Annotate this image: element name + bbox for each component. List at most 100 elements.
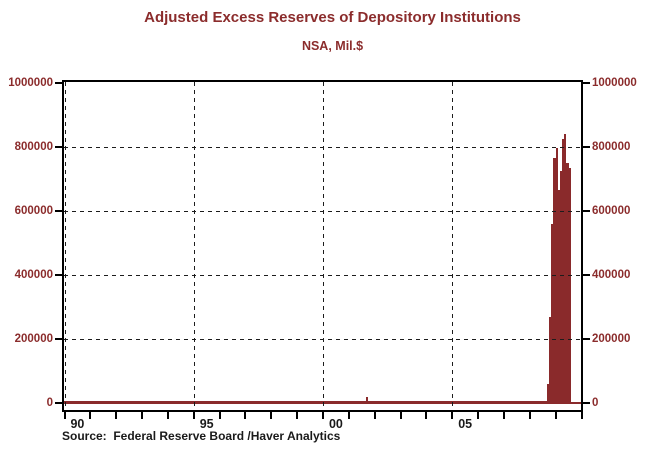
bar <box>564 133 567 403</box>
bar <box>318 401 321 403</box>
bar <box>200 401 203 403</box>
y-axis-tick-left <box>55 274 62 276</box>
bar <box>547 383 550 403</box>
bar <box>182 401 186 403</box>
bar <box>64 401 65 403</box>
bar <box>368 401 371 403</box>
bar <box>124 401 127 403</box>
bar <box>284 401 287 403</box>
bar <box>329 401 332 403</box>
bar <box>346 401 349 403</box>
bar <box>424 401 427 403</box>
bar <box>266 401 270 403</box>
bar <box>426 401 429 403</box>
bar <box>333 401 336 403</box>
bar <box>398 401 401 403</box>
y-axis-tick-left <box>55 82 62 84</box>
bar <box>516 401 520 403</box>
x-axis-tick <box>141 412 144 419</box>
y-axis-tick-right <box>583 146 590 148</box>
bar <box>120 401 123 403</box>
bar <box>180 401 183 403</box>
gridline-vertical <box>323 82 324 410</box>
bar <box>456 401 459 403</box>
bar <box>497 401 500 403</box>
bar <box>232 401 235 403</box>
bar <box>307 401 311 403</box>
bar <box>396 401 399 403</box>
chart-subtitle: NSA, Mil.$ <box>301 39 364 53</box>
bar <box>90 401 93 403</box>
bar <box>510 401 513 403</box>
bar <box>131 401 134 403</box>
x-axis-tick <box>425 412 428 419</box>
bar <box>83 401 87 403</box>
bar <box>551 224 554 403</box>
bar <box>471 401 474 403</box>
bar <box>126 401 130 403</box>
bar <box>527 401 530 403</box>
bar <box>172 401 175 403</box>
bar <box>523 401 526 403</box>
bar <box>402 401 405 403</box>
bar <box>288 401 291 403</box>
bar <box>419 401 423 403</box>
x-axis-tick <box>296 412 299 419</box>
bar <box>170 401 173 403</box>
x-axis-tick <box>347 412 350 419</box>
bar <box>417 401 420 403</box>
bar <box>167 401 171 403</box>
bar <box>549 317 552 403</box>
bar <box>488 401 492 403</box>
y-axis-label-right: 800000 <box>592 141 631 153</box>
bar <box>163 401 166 403</box>
bar <box>473 401 476 403</box>
bar <box>432 401 436 403</box>
x-axis-tick <box>373 412 376 419</box>
bar <box>428 401 431 403</box>
bar <box>411 401 414 403</box>
bar <box>107 401 110 403</box>
y-axis-label-right: 400000 <box>592 269 631 281</box>
y-axis-label-left: 200000 <box>14 333 53 345</box>
bar <box>94 401 97 403</box>
bar <box>348 401 352 403</box>
bar <box>301 401 304 403</box>
x-axis-label: 00 <box>328 417 343 431</box>
x-axis-tick <box>115 412 118 419</box>
bar <box>508 401 511 403</box>
bar <box>503 401 507 403</box>
bar <box>415 401 418 403</box>
gridline-vertical <box>452 82 454 410</box>
bar <box>387 401 390 403</box>
bar <box>310 401 313 403</box>
chart-title: Adjusted Excess Reserves of Depository I… <box>144 9 521 26</box>
bar <box>376 401 380 403</box>
bar <box>286 401 289 403</box>
bar <box>338 401 341 403</box>
bar <box>159 401 162 403</box>
bar <box>73 401 76 403</box>
bar <box>103 401 106 403</box>
bar <box>228 401 231 403</box>
bar <box>538 401 541 403</box>
bar <box>150 401 153 403</box>
bar <box>475 401 479 403</box>
bar <box>236 401 240 403</box>
y-axis-label-left: 600000 <box>14 205 53 217</box>
bar <box>529 401 532 403</box>
bar <box>482 401 485 403</box>
bar <box>320 401 324 403</box>
bar <box>79 401 82 403</box>
bar <box>275 401 278 403</box>
bar <box>75 401 78 403</box>
bar <box>254 401 257 403</box>
bar <box>178 401 181 403</box>
bar <box>279 401 283 403</box>
bar <box>234 401 237 403</box>
bar <box>174 401 177 403</box>
gridline-horizontal <box>64 339 581 340</box>
gridline-horizontal <box>64 275 581 276</box>
bar <box>148 401 151 403</box>
